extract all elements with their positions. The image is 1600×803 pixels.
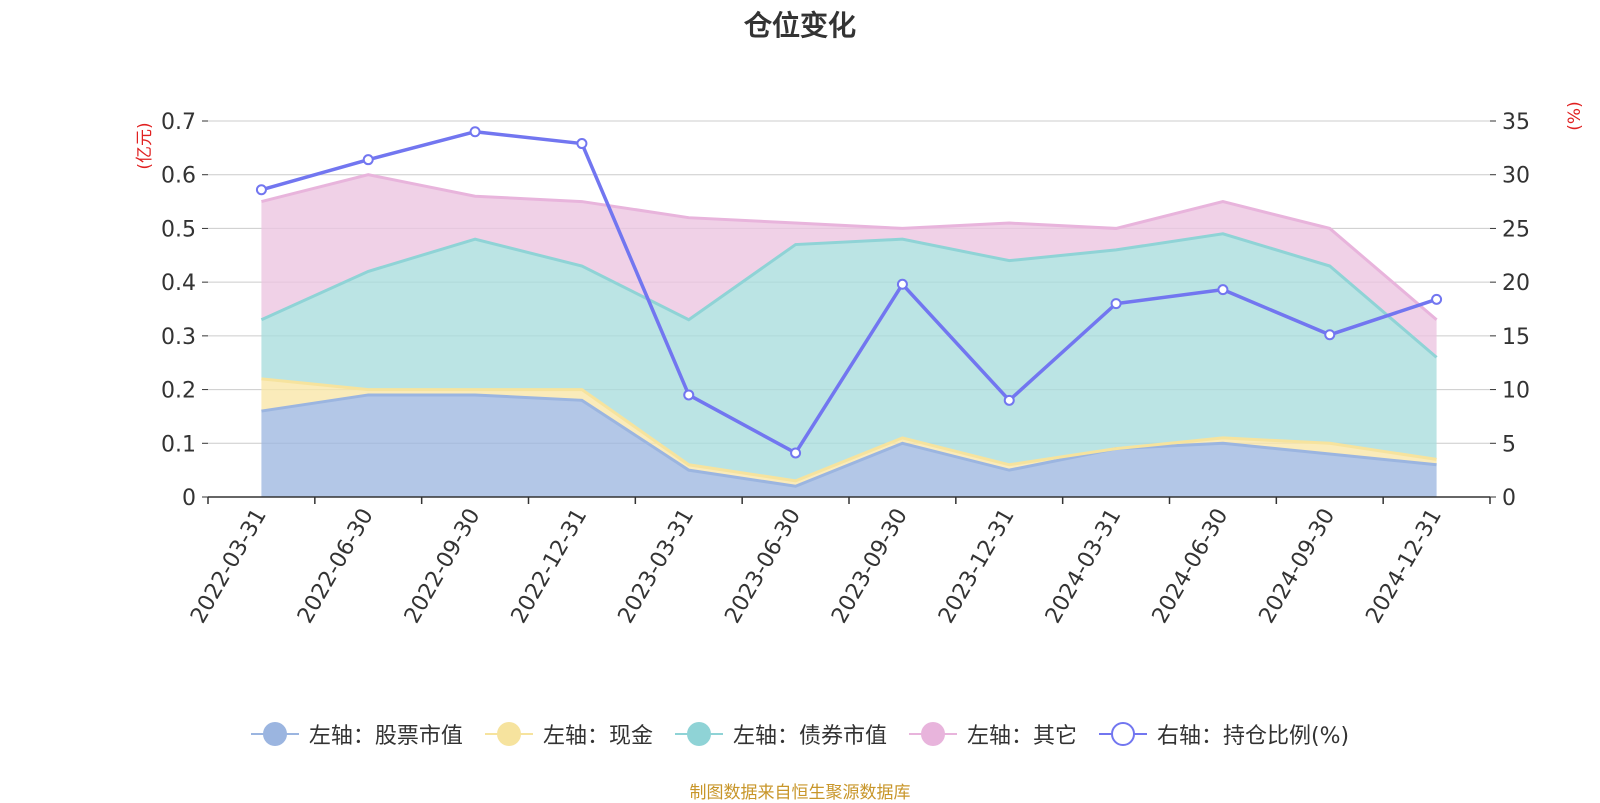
position-ratio-line <box>260 129 1438 455</box>
position-ratio-point <box>896 278 908 290</box>
y-left-tick-label: 0 <box>182 486 196 511</box>
y-left-unit-label: (亿元) <box>135 122 155 169</box>
position-ratio-point <box>1431 293 1443 305</box>
area-series-line-2 <box>260 232 1438 359</box>
y-right-tick-label: 35 <box>1502 110 1530 135</box>
x-tick-label: 2023-03-31 <box>614 505 700 628</box>
x-tick-label: 2024-12-31 <box>1361 505 1447 628</box>
legend-item-cash[interactable]: 左轴：现金 <box>484 718 653 750</box>
y-left-tick-label: 0.4 <box>161 271 196 296</box>
position-ratio-point <box>1003 394 1015 406</box>
legend-swatch-icon <box>250 721 299 747</box>
x-tick-label: 2022-03-31 <box>186 505 272 628</box>
y-left-tick-label: 0.3 <box>161 325 196 350</box>
x-tick-label: 2024-03-31 <box>1041 505 1127 628</box>
x-tick-label: 2022-06-30 <box>293 505 379 628</box>
y-right-tick-label: 5 <box>1502 432 1516 457</box>
y-left-tick-label: 0.2 <box>161 379 196 404</box>
y-right-tick-label: 0 <box>1502 486 1516 511</box>
position-ratio-point <box>1217 284 1229 296</box>
chart-title: 仓位变化 <box>743 9 856 42</box>
position-ratio-point <box>1110 298 1122 310</box>
position-ratio-point <box>362 154 374 166</box>
y-left-tick-label: 0.6 <box>161 164 196 189</box>
position-ratio-point <box>469 126 481 138</box>
legend-item-other[interactable]: 左轴：其它 <box>908 718 1077 750</box>
x-tick-label: 2022-09-30 <box>400 505 486 628</box>
position-ratio-point <box>576 138 588 150</box>
legend-item-stock[interactable]: 左轴：股票市值 <box>250 718 463 750</box>
area-series-line-0 <box>261 393 1437 488</box>
y-right-tick-label: 10 <box>1502 379 1530 404</box>
y-right-tick-label: 30 <box>1502 164 1530 189</box>
legend-item-position-ratio[interactable]: 右轴：持仓比例(%) <box>1098 718 1350 750</box>
position-ratio-point <box>790 447 802 459</box>
legend-label: 左轴：现金 <box>542 724 653 749</box>
area-series-2 <box>261 233 1437 481</box>
y-right-tick-label: 25 <box>1502 217 1530 242</box>
x-tick-label: 2022-12-31 <box>507 505 593 628</box>
y-left-tick-label: 0.5 <box>161 217 196 242</box>
chart-legend: 左轴：股票市值 左轴：现金 左轴：债券市值 左轴：其它 右轴：持仓比例(%) <box>0 718 1600 750</box>
legend-label: 左轴：债券市值 <box>732 724 887 749</box>
position-ratio-point <box>1324 329 1336 341</box>
legend-swatch-icon <box>484 721 533 747</box>
y-right-tick-label: 20 <box>1502 271 1530 296</box>
x-tick-label: 2023-06-30 <box>720 505 806 628</box>
position-ratio-point <box>683 389 695 401</box>
legend-swatch-icon <box>908 721 957 747</box>
legend-label: 左轴：其它 <box>966 724 1077 749</box>
legend-swatch-icon <box>674 721 723 747</box>
position-chart: 0 0.1 0.2 0.3 0.4 0.5 0.6 0.7 0 5 10 15 20 25 30 35 (亿元)… <box>135 101 1585 628</box>
legend-label: 右轴：持仓比例(%) <box>1156 724 1350 749</box>
area-series-3 <box>261 174 1437 358</box>
y-left-tick-label: 0.7 <box>161 110 196 135</box>
legend-item-bond[interactable]: 左轴：债券市值 <box>674 718 887 750</box>
y-left-tick-label: 0.1 <box>161 432 196 457</box>
area-series-line-1 <box>261 377 1437 483</box>
legend-label: 左轴：股票市值 <box>308 724 463 749</box>
x-tick-label: 2024-06-30 <box>1148 505 1234 628</box>
area-series-line-3 <box>261 173 1438 321</box>
x-tick-label: 2024-09-30 <box>1255 505 1341 628</box>
legend-swatch-icon <box>1098 721 1147 747</box>
y-right-tick-label: 15 <box>1502 325 1530 350</box>
x-tick-label: 2023-12-31 <box>934 505 1020 628</box>
area-series-0 <box>261 394 1437 497</box>
y-right-unit-label: (%) <box>1565 101 1585 130</box>
data-source-note: 制图数据来自恒生聚源数据库 <box>689 783 911 803</box>
position-ratio-point <box>255 184 267 196</box>
x-tick-label: 2023-09-30 <box>827 505 913 628</box>
